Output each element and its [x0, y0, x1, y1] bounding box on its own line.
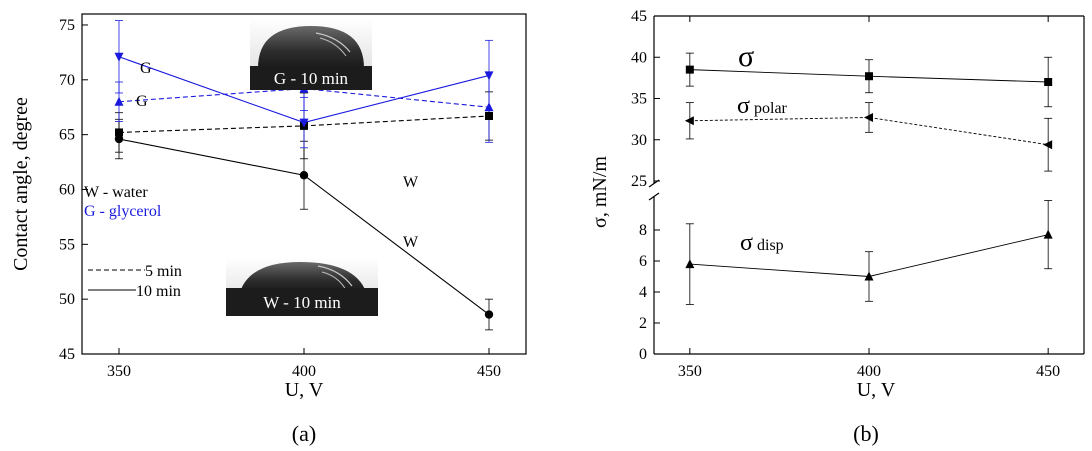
data-point-disp [685, 259, 695, 269]
data-point-disp [864, 271, 874, 281]
series-label-w10: W [403, 234, 419, 251]
x-axis-label-b: U, V [857, 379, 896, 401]
tick-marks [82, 24, 490, 355]
legend: W - water G - glycerol 5 min 10 min [84, 184, 182, 300]
x-tick-label: 450 [1036, 363, 1060, 380]
data-point-w5 [485, 112, 493, 120]
data-point-disp [1043, 229, 1053, 239]
tick-marks-b [654, 15, 1049, 355]
y-tick-label: 25 [631, 173, 647, 190]
legend-water: W - water [84, 184, 148, 201]
y-tick-label: 4 [639, 284, 647, 301]
data-point-g10 [484, 71, 494, 81]
data-point-polar [1043, 140, 1053, 150]
x-axis-label-a: U, V [285, 379, 324, 401]
plot-frame-b [648, 15, 1085, 355]
y-tick-label: 2 [639, 315, 647, 332]
y-tick-label: 45 [59, 346, 75, 363]
data-point-g5 [484, 102, 494, 112]
droplet-photo-water: W - 10 min [226, 258, 378, 316]
y-tick-label: 50 [59, 291, 75, 308]
panel-a: 350 400 450 45 50 55 60 65 70 75 G - 10 min W - 1… [10, 13, 527, 446]
y-tick-label: 6 [639, 253, 647, 270]
x-tick-label: 350 [678, 363, 702, 380]
markers-b [684, 65, 1053, 281]
y-tick-label: 40 [631, 49, 647, 66]
tick-labels: 350 400 450 45 50 55 60 65 70 75 [59, 17, 501, 380]
data-point-polar [684, 116, 694, 126]
y-tick-label: 70 [59, 72, 75, 89]
series-label-polar-base: σ [737, 93, 750, 119]
data-point-g10 [114, 52, 124, 62]
x-tick-label: 450 [477, 363, 501, 380]
legend-10min: 10 min [136, 283, 181, 300]
axis-break-mark [648, 192, 660, 201]
inset-label-w: W - 10 min [263, 293, 341, 312]
inset-label-g: G - 10 min [274, 69, 349, 88]
legend-5min: 5 min [145, 263, 182, 280]
data-point-w10 [484, 310, 494, 319]
data-point-w5 [115, 128, 123, 137]
series-label-disp-sub: disp [757, 237, 784, 254]
markers [114, 52, 494, 319]
x-tick-label: 400 [857, 363, 881, 380]
data-point-w10 [299, 171, 309, 180]
series-label-w5: W [403, 174, 419, 191]
data-point-g5 [114, 96, 124, 106]
y-tick-label: 0 [639, 346, 647, 363]
x-tick-label: 350 [107, 363, 131, 380]
x-tick-label: 400 [292, 363, 316, 380]
y-tick-label: 8 [639, 222, 647, 239]
panel-label-a: (a) [292, 421, 316, 446]
series-label-disp-base: σ [740, 230, 753, 256]
series-line-polar [689, 117, 1049, 146]
data-point-w10 [114, 134, 124, 144]
data-point-sigma [1044, 78, 1053, 86]
series-label-g10: G [140, 60, 152, 77]
y-tick-label: 45 [631, 8, 647, 25]
data-point-sigma [685, 65, 694, 74]
legend-glycerol: G - glycerol [84, 203, 162, 220]
y-tick-label: 65 [59, 127, 75, 144]
y-tick-label: 75 [59, 17, 75, 34]
error-bars-b [685, 52, 1053, 305]
y-tick-label: 35 [631, 91, 647, 108]
panel-label-b: (b) [853, 421, 879, 446]
data-point-sigma [865, 72, 873, 81]
data-point-polar [864, 112, 873, 122]
series-label-polar-sub: polar [754, 100, 788, 117]
y-axis-label-a: Contact angle, degree [10, 97, 32, 271]
droplet-photo-glycerol: G - 10 min [250, 18, 372, 90]
series-label-g5: G [136, 93, 148, 110]
y-axis-label-b: σ, mN/m [589, 156, 611, 228]
series-label-sigma: σ [738, 40, 754, 73]
y-tick-label: 30 [631, 132, 647, 149]
data-point-g10 [299, 118, 309, 128]
y-tick-label: 60 [59, 181, 75, 198]
y-tick-label: 55 [59, 236, 75, 253]
